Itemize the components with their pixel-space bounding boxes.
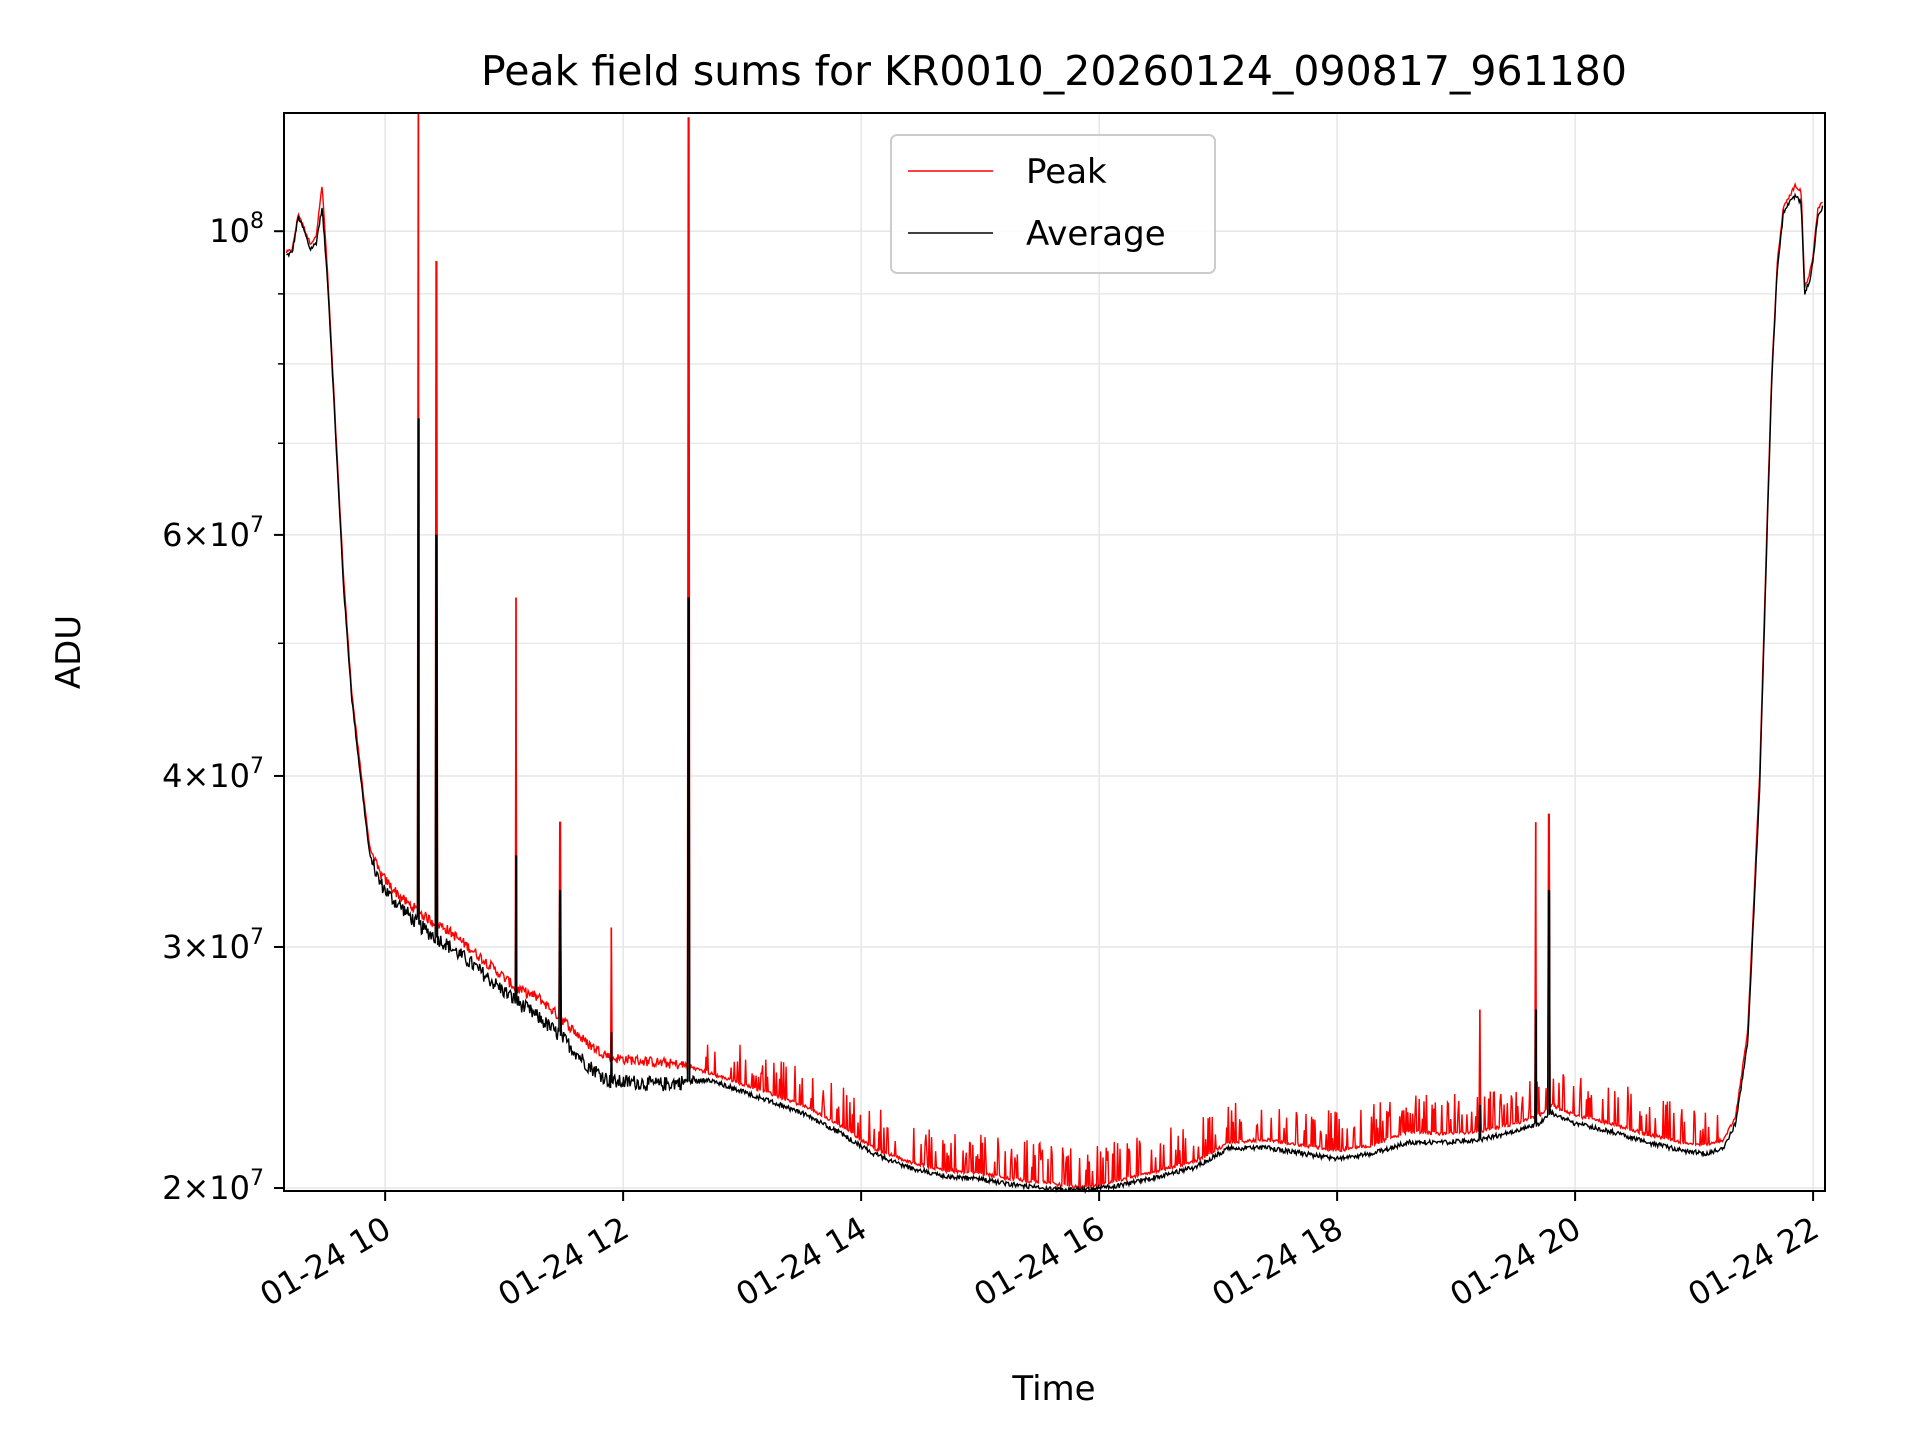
legend: Peak Average: [890, 134, 1216, 274]
x-axis-title: Time: [1011, 1369, 1095, 1409]
series-layer: [285, 112, 1824, 1195]
y-tick-label: 108: [209, 209, 264, 250]
legend-average-label: Average: [1026, 214, 1166, 254]
legend-peak-label: Peak: [1026, 152, 1107, 192]
series-average-line: [286, 192, 1824, 1195]
y-axis-title: ADU: [49, 615, 89, 689]
chart-title: Peak field sums for KR0010_20260124_0908…: [481, 47, 1627, 95]
y-tick-label: 4×107: [162, 754, 264, 795]
y-tick-label: 2×107: [162, 1166, 264, 1207]
grid: [284, 113, 1825, 1191]
y-tick-label: 3×107: [162, 925, 264, 966]
y-tick-label: 6×107: [162, 513, 264, 554]
series-peak-line: [285, 112, 1823, 1191]
y-axis: 2×107 3×107 4×107 6×107 108: [162, 209, 284, 1207]
legend-box: [890, 134, 1216, 274]
plot-frame: [283, 112, 1826, 1192]
